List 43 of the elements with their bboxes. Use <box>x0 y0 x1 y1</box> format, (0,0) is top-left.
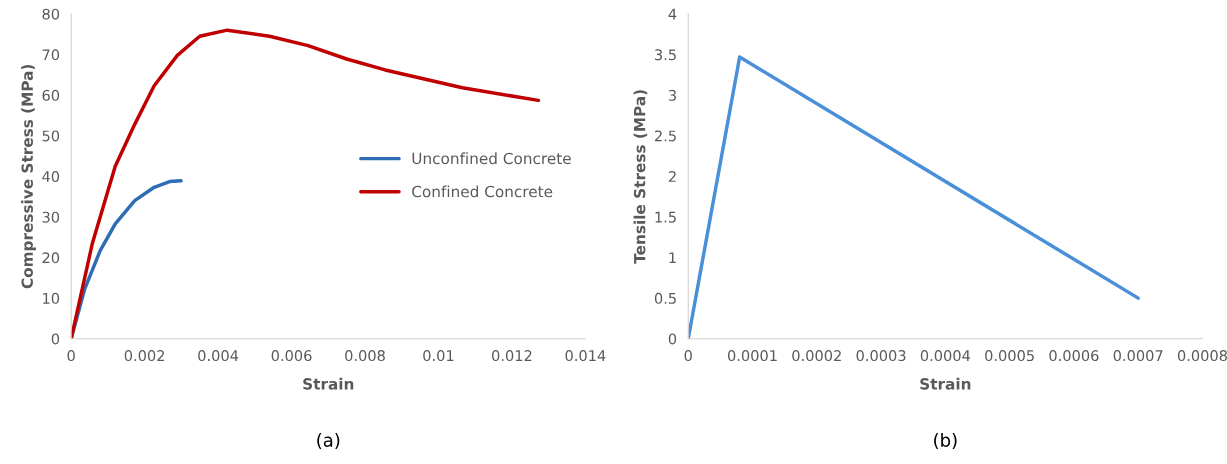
x-tick-label: 0.0003 <box>856 350 906 362</box>
x-tick-label: 0.0005 <box>985 350 1034 362</box>
y-tick-label: 10 <box>43 292 60 304</box>
x-tick-label: 0.012 <box>492 350 532 362</box>
x-axis-title: Strain <box>303 377 354 390</box>
y-tick-label: 4 <box>668 8 677 20</box>
y-tick-label: 60 <box>42 89 60 101</box>
y-tick-label: 0 <box>668 333 677 345</box>
x-tick-label: 0 <box>67 350 75 362</box>
x-tick-label: 0.0007 <box>1113 350 1163 362</box>
x-tick-label: 0.008 <box>345 350 385 362</box>
x-tick-label: 0.0004 <box>920 350 971 362</box>
y-tick-label: 40 <box>42 171 60 183</box>
y-axis-title: Compressive Stress (MPa) <box>21 64 36 289</box>
legend-label: Confined Concrete <box>412 185 553 198</box>
y-tick-label: 20 <box>42 252 60 264</box>
x-axis-title: Strain <box>920 377 971 390</box>
y-tick-label: 80 <box>42 8 60 20</box>
y-tick-label: 50 <box>42 130 60 142</box>
y-tick-label: 3 <box>668 89 676 101</box>
y-tick-label: 70 <box>42 49 60 61</box>
y-tick-label: 0 <box>51 333 60 345</box>
x-tick-label: 0.0006 <box>1049 350 1099 362</box>
x-tick-label: 0.0008 <box>1177 350 1227 362</box>
x-tick-label: 0.0002 <box>792 350 841 362</box>
x-tick-label: 0.006 <box>271 350 312 362</box>
x-tick-label: 0.002 <box>124 350 165 362</box>
y-tick-label: 2 <box>668 171 676 182</box>
y-tick-label: 3.5 <box>655 49 676 61</box>
y-tick-label: 1.5 <box>655 211 676 223</box>
x-tick-label: 0.004 <box>198 350 239 362</box>
y-tick-label: 0.5 <box>654 292 676 304</box>
x-tick-label: 0.0001 <box>727 350 777 362</box>
y-axis-title: Tensile Stress (MPa) <box>633 90 648 264</box>
text: (b) <box>934 432 957 450</box>
legend-label: Unconfined Concrete <box>412 152 571 165</box>
x-tick-label: 0.01 <box>423 350 454 362</box>
x-tick-label: 0 <box>684 350 692 362</box>
y-tick-label: 1 <box>669 252 676 264</box>
x-tick-label: 0.014 <box>565 350 606 362</box>
y-tick-label: 30 <box>42 211 60 223</box>
y-tick-label: 2.5 <box>655 130 676 142</box>
text: (a) <box>317 432 340 450</box>
